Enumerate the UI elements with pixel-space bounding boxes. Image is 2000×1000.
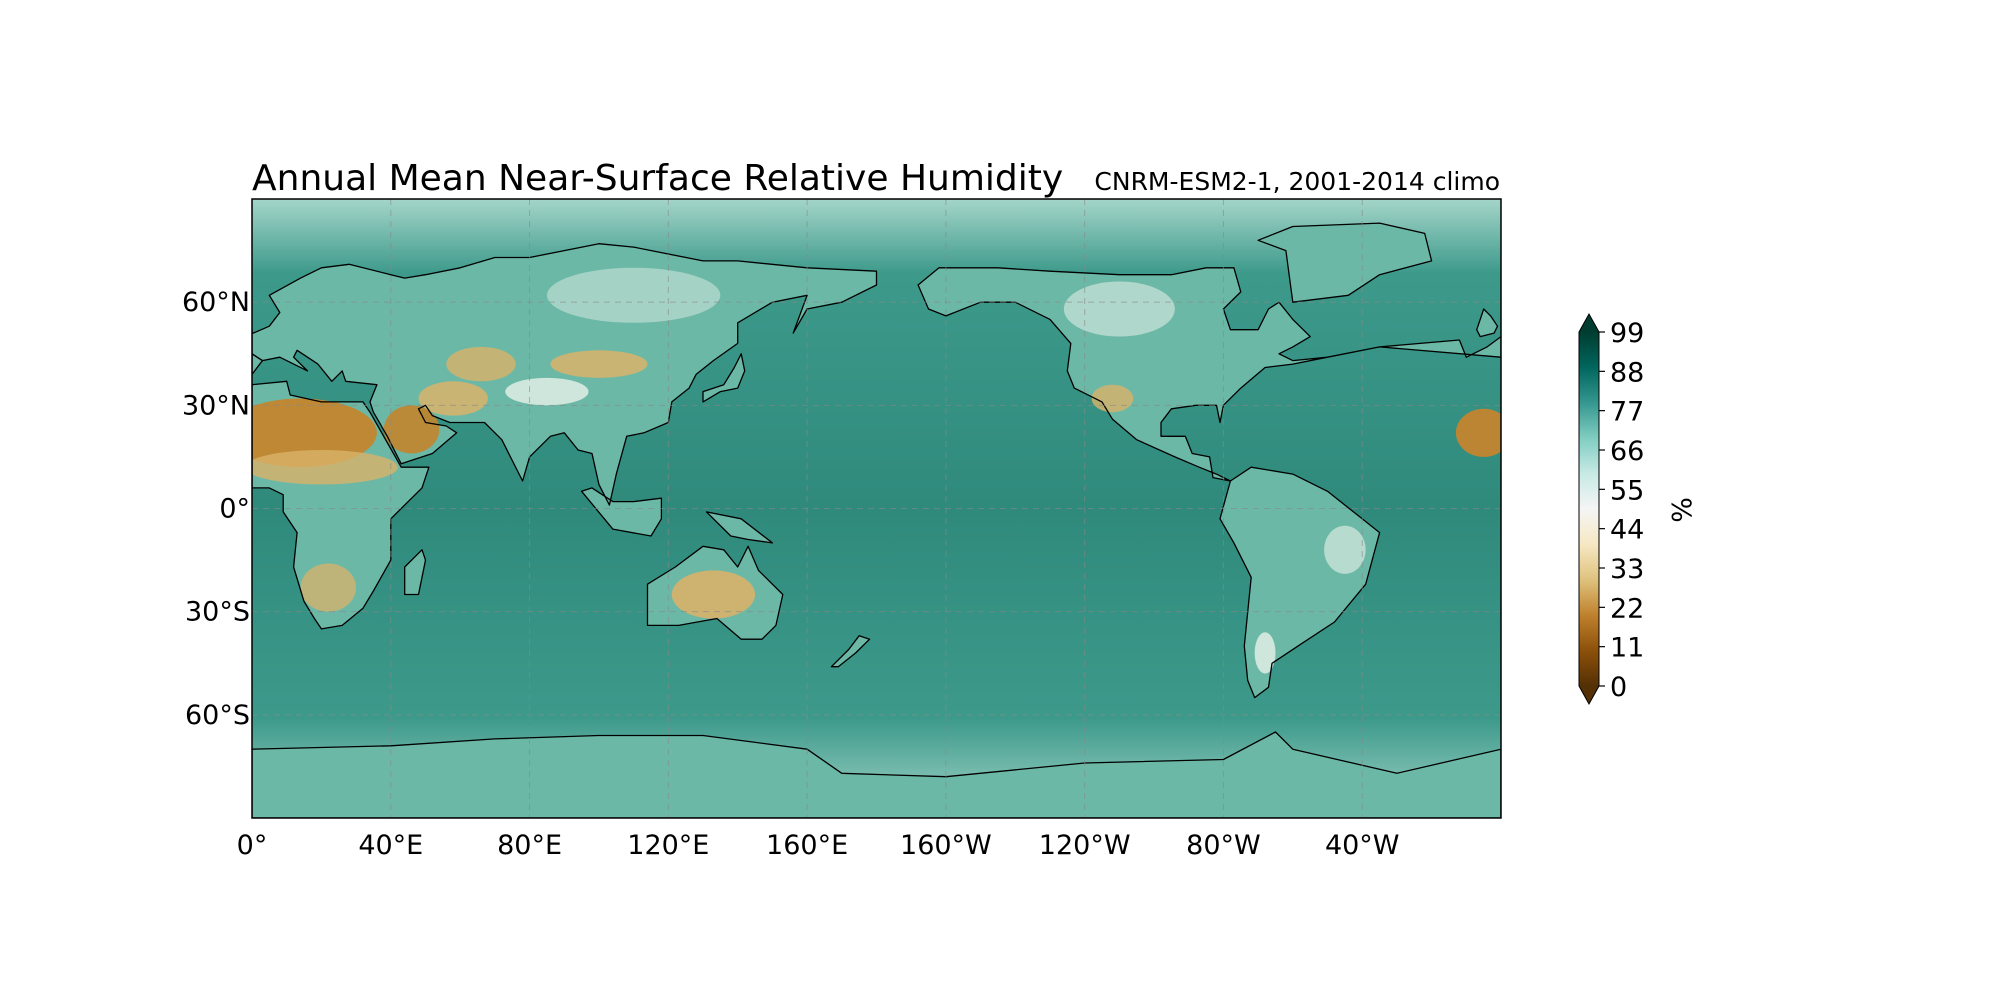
colorbar-tick-label: 66	[1610, 436, 1644, 467]
land-greenland	[1258, 223, 1432, 303]
latitude-tick-label: 60°N	[182, 287, 250, 318]
humidity-central-asia	[446, 346, 516, 382]
land-new-guinea-coast	[705, 511, 774, 544]
humidity-iran	[418, 381, 488, 416]
land-indonesia-coast	[580, 487, 663, 537]
longitude-tick-label: 80°W	[1186, 830, 1261, 861]
colorbar-tick-label: 22	[1610, 593, 1644, 624]
longitude-tick-label: 40°E	[358, 830, 423, 861]
colorbar-tick-label: 99	[1610, 318, 1644, 349]
longitude-tick-label: 0°	[237, 830, 268, 861]
colorbar: 99 88 77 66 55 44 33 22 11 0 %	[1578, 312, 1696, 706]
land-masses	[252, 222, 1501, 818]
land-eurasia-coast	[252, 243, 878, 506]
longitude-tick-label: 120°W	[1039, 830, 1131, 861]
land-africa-coast	[252, 380, 430, 630]
map-title: Annual Mean Near-Surface Relative Humidi…	[252, 158, 1063, 199]
colorbar-extend-max	[1579, 314, 1599, 332]
longitude-tick-label: 160°W	[900, 830, 992, 861]
humidity-arabia	[383, 405, 440, 454]
map-content	[252, 199, 1501, 818]
land-japan	[703, 353, 745, 402]
longitude-tick-label: 160°E	[766, 830, 848, 861]
land-new-zealand-coast	[830, 635, 871, 668]
colorbar-ticks: 99 88 77 66 55 44 33 22 11 0	[1599, 318, 1644, 703]
land-greenland-coast	[1257, 222, 1433, 303]
land-britain-coast	[1476, 308, 1499, 338]
humidity-us-southwest	[1091, 384, 1134, 413]
land-japan-coast	[702, 353, 746, 403]
humidity-sahel	[252, 450, 398, 485]
map-panel	[251, 198, 1502, 819]
land-new-guinea	[706, 511, 773, 543]
longitude-tick-label: 40°W	[1325, 830, 1400, 861]
humidity-gobi	[550, 350, 648, 378]
colorbar-extend-min	[1579, 686, 1599, 704]
humidity-brazil	[1324, 525, 1366, 574]
land-new-zealand	[831, 635, 870, 667]
latitude-tick-label: 60°S	[185, 700, 250, 731]
humidity-sahara	[252, 398, 377, 468]
humidity-southern-africa	[300, 563, 357, 612]
longitude-tick-label: 80°E	[497, 830, 562, 861]
colorbar-tick-label: 55	[1610, 475, 1644, 506]
latitude-tick-label: 0°	[219, 494, 250, 525]
humidity-west-sahara	[1455, 408, 1501, 457]
land-madagascar-coast	[404, 549, 427, 596]
land-south-america-coast	[1219, 466, 1381, 699]
longitude-tick-label: 120°E	[627, 830, 709, 861]
land-australia-coast	[646, 545, 784, 640]
humidity-patagonia	[1254, 632, 1276, 674]
map-frame	[251, 198, 1502, 819]
longitude-tick-labels: 0° 40°E 80°E 120°E 160°E 160°W 120°W 80°W 40°W	[237, 830, 1400, 861]
map-subtitle: CNRM-ESM2-1, 2001-2014 climo	[1094, 167, 1500, 196]
land-western-europe-coast	[252, 329, 264, 376]
latitude-tick-label: 30°N	[182, 390, 250, 421]
colorbar-tick-label: 44	[1610, 515, 1644, 546]
latitude-tick-label: 30°S	[185, 597, 250, 628]
colorbar-tick-label: 77	[1610, 397, 1644, 428]
colorbar-tick-label: 88	[1610, 357, 1644, 388]
colorbar-tick-label: 33	[1610, 554, 1644, 585]
gridlines	[252, 199, 1501, 818]
humidity-canada-interior	[1063, 281, 1175, 337]
land-north-america-coast	[917, 267, 1501, 482]
land-north-america	[918, 267, 1501, 481]
colorbar-tick-label: 11	[1610, 633, 1644, 664]
latitude-tick-labels: 60°N 30°N 0° 30°S 60°S	[182, 287, 250, 731]
humidity-tibet	[505, 377, 589, 406]
colorbar-label: %	[1665, 497, 1696, 523]
colorbar-tick-label: 0	[1610, 672, 1627, 703]
humidity-siberia	[546, 267, 721, 323]
colorbar-body	[1579, 332, 1599, 686]
humidity-australia	[671, 570, 756, 619]
land-indonesia	[581, 487, 662, 536]
